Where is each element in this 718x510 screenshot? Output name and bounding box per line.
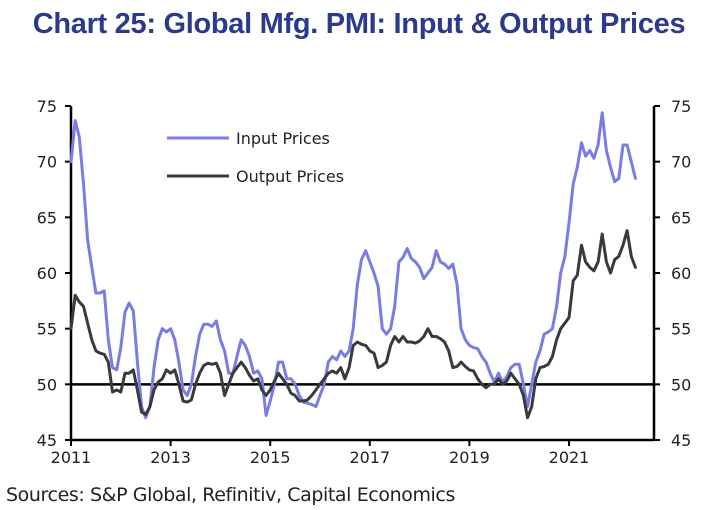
y-tick-label-left: 55 [37, 320, 57, 339]
y-tick-label-right: 65 [671, 208, 691, 227]
source-note: Sources: S&P Global, Refinitiv, Capital … [6, 484, 455, 506]
y-tick-label-right: 50 [671, 375, 691, 394]
series-line-output-prices [69, 229, 637, 420]
y-tick-label-left: 65 [37, 208, 57, 227]
y-tick-label-right: 75 [671, 97, 691, 116]
y-tick-label-left: 75 [37, 97, 57, 116]
chart-title: Chart 25: Global Mfg. PMI: Input & Outpu… [32, 8, 686, 40]
legend: Input Prices Output Prices [167, 129, 344, 186]
y-tick-label-left: 70 [37, 153, 57, 172]
y-tick-label-right: 60 [671, 264, 691, 283]
legend-label-input: Input Prices [236, 129, 330, 148]
x-tick-label: 2011 [51, 448, 92, 467]
y-tick-label-left: 60 [37, 264, 57, 283]
x-tick-label: 2017 [349, 448, 390, 467]
series-group [69, 111, 637, 420]
y-tick-label-right: 55 [671, 320, 691, 339]
series-line-input-prices [69, 111, 637, 420]
y-tick-label-right: 45 [671, 431, 691, 450]
y-tick-label-left: 45 [37, 431, 57, 450]
y-tick-label-left: 50 [37, 375, 57, 394]
y-tick-label-right: 70 [671, 153, 691, 172]
x-tick-label: 2013 [150, 448, 191, 467]
legend-label-output: Output Prices [236, 167, 344, 186]
x-tick-label: 2021 [549, 448, 590, 467]
x-tick-label: 2019 [449, 448, 490, 467]
axes: 45 50 55 60 65 70 75 45 50 55 60 65 70 75 2011 2013 2015… [37, 97, 692, 467]
x-tick-label: 2015 [250, 448, 291, 467]
chart: 45 50 55 60 65 70 75 45 50 55 60 65 70 75 2011 2013 2015… [37, 97, 692, 467]
